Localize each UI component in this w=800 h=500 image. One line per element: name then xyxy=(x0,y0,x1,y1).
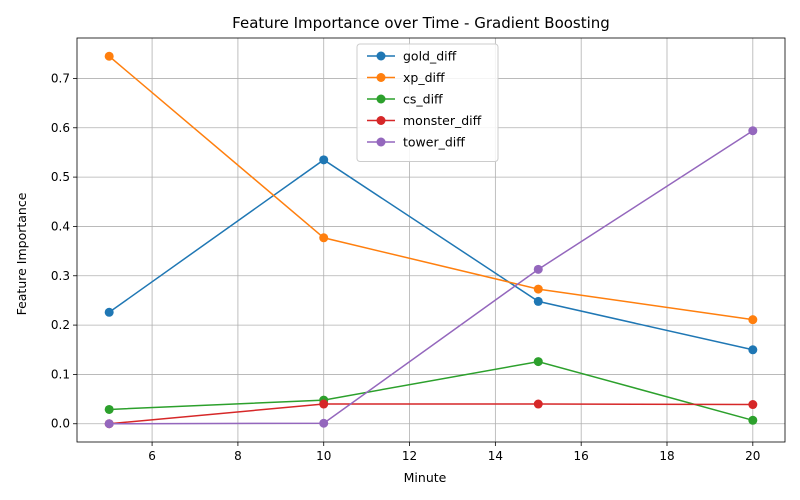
data-point xyxy=(533,357,543,367)
y-axis-label: Feature Importance xyxy=(14,192,29,315)
series-line xyxy=(109,403,753,425)
y-tick-label: 0.1 xyxy=(51,367,70,381)
data-point xyxy=(533,296,543,306)
x-tick-label: 10 xyxy=(316,449,331,463)
legend-item: monster_diff xyxy=(367,113,482,128)
legend-label: monster_diff xyxy=(403,113,482,128)
y-tick-label: 0.0 xyxy=(51,417,70,431)
x-tick-label: 18 xyxy=(659,449,674,463)
legend-label: xp_diff xyxy=(403,70,445,85)
series-line xyxy=(109,130,754,425)
y-tick-label: 0.3 xyxy=(51,269,70,283)
legend-swatch-marker xyxy=(376,94,386,104)
x-tick-label: 14 xyxy=(488,449,503,463)
legend-swatch-marker xyxy=(376,116,386,125)
y-tick-label: 0.7 xyxy=(51,71,70,85)
chart-title: Feature Importance over Time - Gradient … xyxy=(232,14,610,32)
data-point xyxy=(533,399,543,409)
series-cs_diff xyxy=(104,357,758,425)
data-point xyxy=(748,345,758,355)
x-tick-label: 20 xyxy=(745,449,760,463)
series-layer xyxy=(104,51,758,429)
y-tick-label: 0.4 xyxy=(51,219,70,233)
data-point xyxy=(748,126,758,136)
data-point xyxy=(104,404,114,414)
series-line xyxy=(109,360,754,422)
legend-swatch-marker xyxy=(376,73,386,82)
data-point xyxy=(104,51,114,61)
legend-swatch-marker xyxy=(376,137,386,147)
legend: gold_diff xp_diff cs_diff monster_difftower… xyxy=(356,43,499,162)
series-line xyxy=(108,55,753,321)
data-point xyxy=(319,233,329,243)
legend-label: gold_diff xyxy=(403,49,457,64)
data-point xyxy=(104,419,114,429)
x-tick-label: 8 xyxy=(234,449,242,463)
data-point xyxy=(748,415,758,425)
plot-frame xyxy=(76,37,786,443)
y-tick-label: 0.6 xyxy=(51,121,70,135)
x-axis-label: Minute xyxy=(404,470,447,485)
data-point xyxy=(533,264,543,274)
x-tick-label: 16 xyxy=(574,449,589,463)
data-point xyxy=(104,307,114,317)
legend-label: cs_diff xyxy=(403,92,443,107)
data-point xyxy=(319,399,329,409)
data-point xyxy=(319,155,329,165)
y-tick-label: 0.2 xyxy=(51,318,70,332)
series-tower_diff xyxy=(104,126,758,429)
axis-ticks: 6 8 10 12 14 16 18 20 0.0 0.1 0.2 0.3 0.4 0.5 0.6 0.7 xyxy=(51,71,761,463)
legend-item: tower_diff xyxy=(367,135,465,150)
y-tick-label: 0.5 xyxy=(51,170,70,184)
series-line xyxy=(108,158,753,351)
x-tick-label: 12 xyxy=(402,449,417,463)
legend-item: xp_diff xyxy=(367,70,445,85)
legend-label: tower_diff xyxy=(403,135,465,150)
data-point xyxy=(533,284,543,294)
grid xyxy=(77,38,785,442)
legend-swatch-marker xyxy=(376,51,386,61)
series-gold_diff xyxy=(104,155,758,355)
legend-box xyxy=(356,43,499,162)
legend-item: cs_diff xyxy=(367,92,443,107)
legend-item: gold_diff xyxy=(367,49,457,64)
series-xp_diff xyxy=(104,51,758,325)
data-point xyxy=(319,418,329,428)
data-point xyxy=(748,400,758,410)
data-point xyxy=(748,315,758,325)
x-tick-label: 6 xyxy=(148,449,156,463)
